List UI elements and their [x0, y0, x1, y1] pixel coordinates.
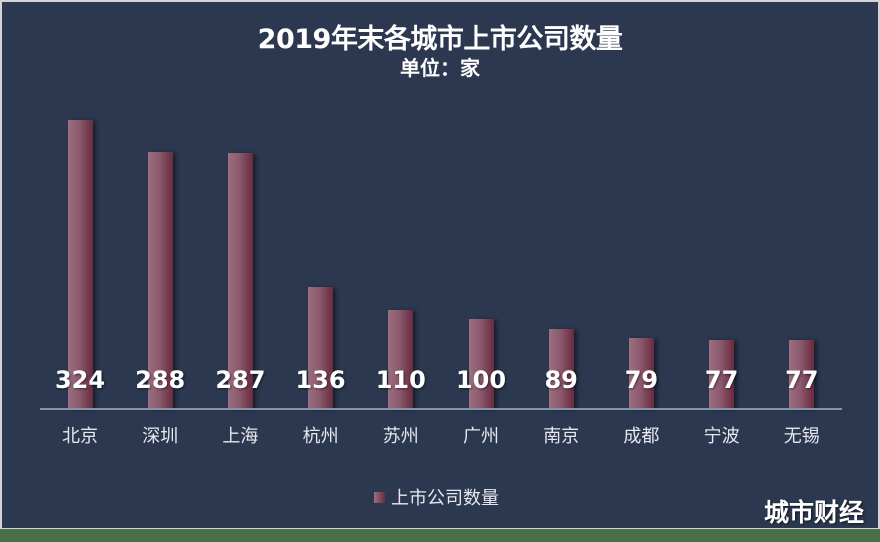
bar	[548, 329, 574, 408]
data-label: 77	[785, 366, 819, 394]
x-tick-label: 深圳	[142, 426, 179, 447]
data-label: 77	[704, 366, 739, 394]
x-tick-label: 杭州	[302, 426, 339, 447]
legend: 上市公司数量	[374, 484, 499, 510]
bar	[147, 152, 173, 408]
bar	[67, 120, 93, 408]
x-axis-line	[40, 408, 842, 410]
bar	[789, 340, 815, 408]
data-label: 136	[295, 366, 346, 394]
bar	[468, 319, 494, 408]
bar	[709, 340, 735, 408]
chart-subtitle: 单位：家	[400, 56, 480, 80]
watermark: 城市财经	[763, 498, 864, 527]
legend-swatch-icon	[374, 491, 385, 503]
x-tick-label: 宁波	[703, 426, 740, 447]
x-tick-label: 成都	[623, 426, 660, 447]
data-label: 89	[544, 366, 578, 394]
x-tick-label: 上海	[222, 426, 259, 447]
x-tick-label: 无锡	[783, 426, 820, 447]
bar	[388, 310, 414, 408]
data-label: 110	[375, 366, 426, 394]
bar	[628, 338, 654, 408]
data-label: 324	[54, 366, 106, 394]
legend-label: 上市公司数量	[391, 488, 499, 509]
data-label: 79	[624, 366, 659, 394]
x-tick-label: 南京	[543, 426, 580, 447]
data-label: 287	[215, 366, 266, 394]
x-tick-label: 北京	[62, 426, 98, 447]
data-label: 100	[455, 366, 507, 394]
x-tick-label: 广州	[463, 426, 499, 447]
bar	[308, 287, 334, 408]
bar	[227, 153, 253, 408]
x-tick-label: 苏州	[382, 426, 419, 447]
chart-title: 2019年末各城市上市公司数量	[257, 24, 623, 55]
data-label: 288	[135, 366, 186, 394]
